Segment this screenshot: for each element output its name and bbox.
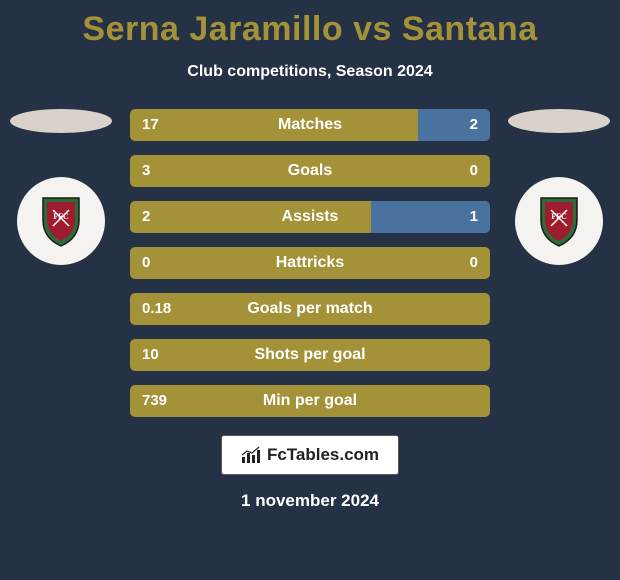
stat-row: 10Shots per goal [130, 339, 490, 371]
player-right-column: FFC [504, 109, 614, 265]
player-left-crest: FFC [17, 177, 105, 265]
stat-row: 172Matches [130, 109, 490, 141]
comparison-body: FFC FFC 172Matches 30Goals 21Assists 00Hatt… [0, 109, 620, 417]
player-left-column: FFC [6, 109, 116, 265]
comparison-title: Serna Jaramillo vs Santana [0, 0, 620, 49]
club-crest-icon: FFC [39, 194, 83, 248]
comparison-subtitle: Club competitions, Season 2024 [0, 63, 620, 81]
svg-text:FFC: FFC [53, 212, 69, 221]
stat-row: 30Goals [130, 155, 490, 187]
stat-label: Goals [130, 155, 490, 187]
stat-label: Shots per goal [130, 339, 490, 371]
snapshot-date: 1 november 2024 [0, 491, 620, 511]
stat-row: 0.18Goals per match [130, 293, 490, 325]
player-right-silhouette [508, 109, 610, 133]
chart-icon [241, 446, 261, 464]
stat-label: Min per goal [130, 385, 490, 417]
brand-name: FcTables.com [267, 445, 379, 465]
player-left-silhouette [10, 109, 112, 133]
stat-row: 00Hattricks [130, 247, 490, 279]
player-right-crest: FFC [515, 177, 603, 265]
stat-bars: 172Matches 30Goals 21Assists 00Hattricks 0.1… [130, 109, 490, 417]
brand-logo[interactable]: FcTables.com [221, 435, 399, 475]
stat-label: Assists [130, 201, 490, 233]
stat-row: 739Min per goal [130, 385, 490, 417]
club-crest-icon: FFC [537, 194, 581, 248]
svg-text:FFC: FFC [551, 212, 567, 221]
stat-label: Matches [130, 109, 490, 141]
stat-row: 21Assists [130, 201, 490, 233]
stat-label: Hattricks [130, 247, 490, 279]
stat-label: Goals per match [130, 293, 490, 325]
